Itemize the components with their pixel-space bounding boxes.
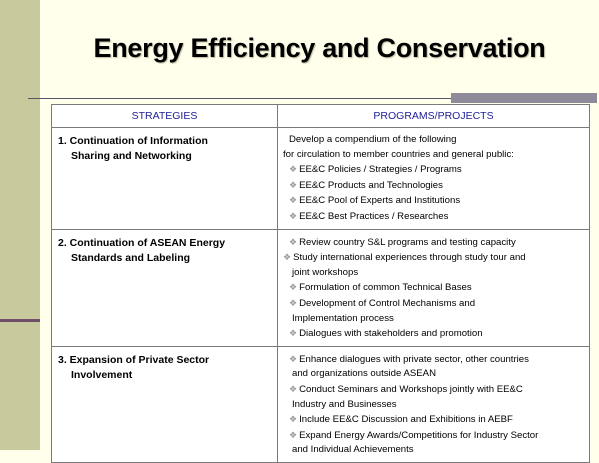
strategy-title-cont: Standards and Labeling (71, 251, 191, 264)
title-divider (28, 98, 597, 99)
bullet-icon: ❖ (289, 210, 298, 221)
list-item: ❖ Review country S&L programs and testing… (289, 236, 516, 248)
list-item: ❖ EE&C Policies / Strategies / Programs (289, 164, 462, 176)
left-decor-band (0, 0, 40, 450)
bullet-icon: ❖ (289, 297, 298, 308)
title-accent-bar (451, 93, 597, 103)
strategy-title: 2. Continuation of ASEAN Energy (58, 236, 226, 249)
bullet-icon: ❖ (289, 282, 298, 293)
bullet-icon: ❖ (289, 414, 298, 425)
list-item: ❖ Enhance dialogues with private sector, … (289, 353, 529, 365)
header-programs: PROGRAMS/PROJECTS (277, 104, 590, 128)
bullet-icon: ❖ (289, 179, 298, 190)
list-item: ❖ EE&C Products and Technologies (289, 179, 443, 191)
bullet-icon: ❖ (289, 328, 298, 339)
table-row: 3. Expansion of Private Sector Involveme… (51, 345, 590, 463)
left-decor-rule (0, 319, 40, 322)
slide-title: Energy Efficiency and Conservation (93, 33, 546, 63)
list-item-cont: joint workshops (292, 266, 359, 278)
bullet-icon: ❖ (289, 236, 298, 247)
bullet-icon: ❖ (289, 429, 298, 440)
list-item-cont: and organizations outside ASEAN (292, 368, 436, 380)
strategy-table: STRATEGIES PROGRAMS/PROJECTS 1. Continua… (51, 104, 590, 463)
strategy-title-cont: Involvement (71, 368, 133, 381)
bullet-icon: ❖ (289, 195, 298, 206)
list-item: ❖ EE&C Pool of Experts and Institutions (289, 195, 461, 207)
strategy-title: 3. Expansion of Private Sector (58, 353, 210, 366)
strategy-cell: 3. Expansion of Private Sector Involveme… (51, 345, 278, 463)
list-item-cont: Industry and Businesses (292, 398, 397, 410)
list-item-cont: Implementation process (292, 312, 394, 324)
strategy-title: 1. Continuation of Information (58, 135, 208, 147)
list-item: ❖ EE&C Best Practices / Researches (289, 210, 449, 222)
bullet-icon: ❖ (283, 252, 292, 263)
program-intro-cont: for circulation to member countries and … (283, 148, 514, 160)
strategy-cell: 2. Continuation of ASEAN Energy Standard… (51, 228, 278, 347)
table-header-row: STRATEGIES PROGRAMS/PROJECTS (51, 104, 590, 128)
list-item: ❖ Include EE&C Discussion and Exhibitions… (289, 414, 513, 426)
list-item: ❖ Study international experiences through… (283, 252, 526, 264)
header-strategies: STRATEGIES (51, 104, 278, 128)
bullet-icon: ❖ (289, 164, 298, 175)
bullet-icon: ❖ (289, 353, 298, 364)
list-item: ❖ Expand Energy Awards/Competitions for I… (289, 429, 539, 441)
strategy-title-cont: Sharing and Networking (71, 150, 192, 162)
list-item-cont: and Individual Achievements (292, 444, 414, 456)
program-intro: Develop a compendium of the following (289, 134, 457, 145)
table-row: 2. Continuation of ASEAN Energy Standard… (51, 228, 590, 347)
programs-cell: ❖ Review country S&L programs and testing… (277, 228, 590, 347)
programs-cell: ❖ Enhance dialogues with private sector, … (277, 345, 590, 463)
bullet-icon: ❖ (289, 383, 298, 394)
strategy-cell: 1. Continuation of Information Sharing a… (51, 127, 278, 230)
list-item: ❖ Conduct Seminars and Workshops jointly … (289, 383, 523, 395)
list-item: ❖ Formulation of common Technical Bases (289, 282, 472, 294)
list-item: ❖ Development of Control Mechanisms and (289, 297, 476, 309)
list-item: ❖ Dialogues with stakeholders and promoti… (289, 328, 483, 340)
programs-cell: Develop a compendium of the following fo… (277, 127, 590, 230)
table-row: 1. Continuation of Information Sharing a… (51, 127, 590, 230)
